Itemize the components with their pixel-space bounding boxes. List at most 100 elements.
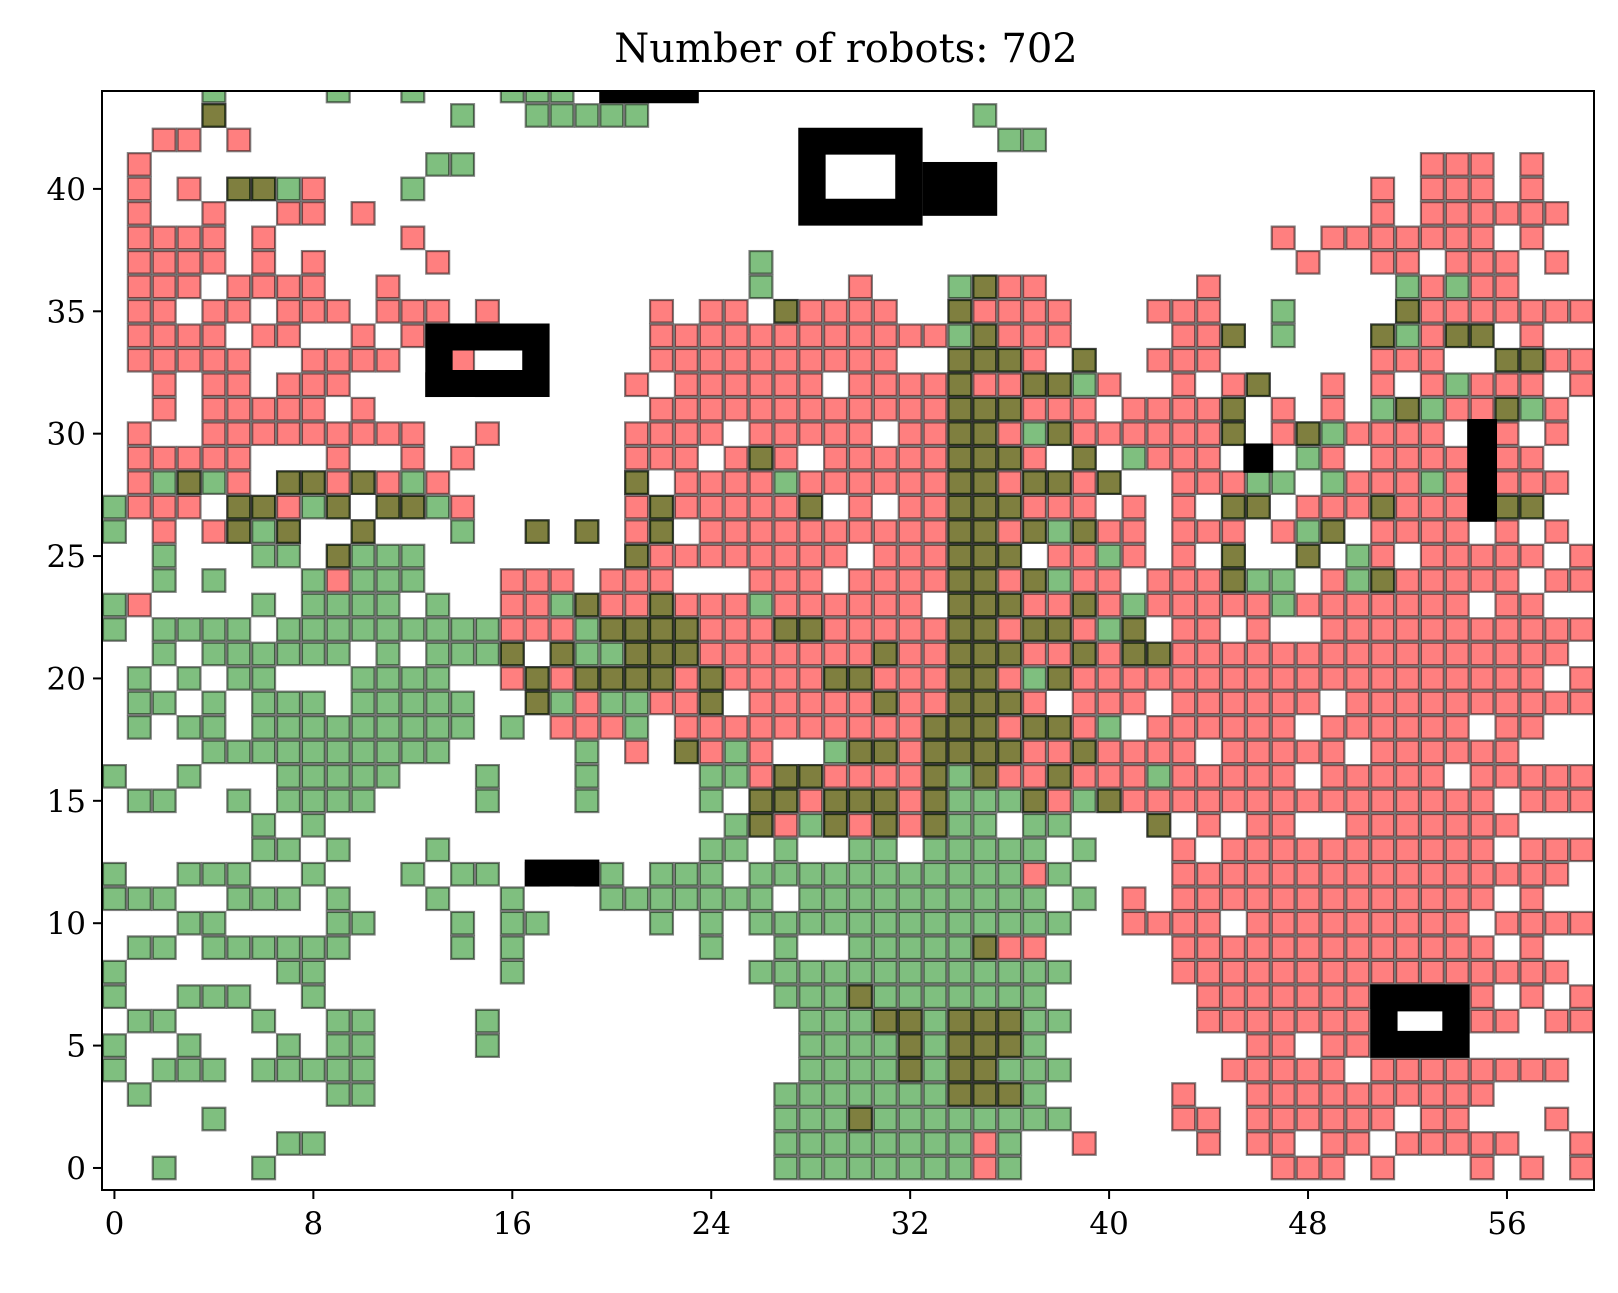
green-robot-cell [922, 715, 948, 740]
green-robot-cell [872, 910, 898, 936]
green-robot-cell [847, 837, 873, 863]
green-robot-cell [201, 715, 227, 740]
green-robot-cell [1220, 323, 1246, 349]
red-robot-cell [997, 519, 1023, 544]
red-robot-cell [1345, 494, 1371, 520]
green-robot-cell [1046, 617, 1072, 642]
red-robot-cell [1519, 1155, 1545, 1181]
red-robot-cell [897, 592, 923, 618]
green-robot-cell [823, 1082, 849, 1107]
green-robot-cell [325, 788, 351, 814]
red-robot-cell [1345, 837, 1371, 863]
red-robot-cell [1320, 984, 1346, 1010]
green-robot-cell [226, 176, 252, 202]
red-robot-cell [1444, 225, 1470, 251]
green-robot-cell [176, 715, 202, 740]
green-robot-cell [723, 837, 749, 863]
green-robot-cell [151, 543, 177, 569]
green-robot-cell [847, 984, 873, 1010]
red-robot-cell [151, 396, 177, 422]
red-robot-cell [151, 249, 177, 275]
red-robot-cell [1171, 543, 1197, 569]
red-robot-cell [972, 1155, 998, 1181]
red-robot-cell [1245, 739, 1271, 765]
red-robot-cell [624, 445, 650, 471]
red-robot-cell [648, 396, 675, 422]
red-robot-cell [872, 347, 898, 373]
green-robot-cell [425, 617, 451, 642]
red-robot-cell [1146, 445, 1172, 471]
green-robot-cell [1494, 396, 1520, 422]
green-robot-cell [673, 886, 699, 912]
red-robot-cell [1370, 617, 1396, 642]
green-robot-cell [823, 666, 849, 691]
red-robot-cell [1171, 666, 1197, 691]
red-robot-cell [1544, 690, 1570, 716]
green-robot-cell [1444, 372, 1470, 398]
red-robot-cell [1295, 739, 1321, 765]
red-robot-cell [1295, 1155, 1321, 1181]
red-robot-cell [1171, 298, 1197, 324]
green-robot-cell [126, 788, 152, 814]
red-robot-cell [300, 249, 326, 275]
green-robot-cell [201, 935, 227, 961]
red-robot-cell [1171, 421, 1197, 447]
red-robot-cell [1444, 298, 1470, 324]
red-robot-cell [1370, 1082, 1396, 1107]
red-robot-cell [325, 421, 351, 447]
red-robot-cell [1519, 176, 1545, 202]
red-robot-cell [126, 445, 152, 471]
red-robot-cell [1270, 1131, 1296, 1156]
red-robot-cell [1394, 225, 1421, 251]
green-robot-cell [499, 886, 525, 912]
green-robot-cell [574, 617, 600, 642]
red-robot-cell [151, 274, 177, 300]
green-robot-cell [524, 690, 550, 716]
green-robot-cell [1021, 959, 1048, 985]
red-robot-cell [798, 641, 824, 667]
green-robot-cell [251, 739, 277, 765]
red-robot-cell [1494, 519, 1520, 544]
red-robot-cell [1519, 910, 1545, 936]
red-robot-cell [872, 323, 898, 349]
red-robot-cell [1196, 445, 1222, 471]
green-robot-cell [773, 837, 799, 863]
red-robot-cell [1544, 519, 1570, 544]
green-robot-cell [1021, 421, 1048, 447]
red-robot-cell [126, 152, 152, 177]
green-robot-cell [400, 91, 426, 104]
red-robot-cell [126, 274, 152, 300]
red-robot-cell [1245, 690, 1271, 716]
red-robot-cell [748, 347, 774, 373]
red-robot-cell [997, 617, 1023, 642]
red-robot-cell [1370, 861, 1396, 887]
green-robot-cell [997, 445, 1023, 471]
red-robot-cell [126, 225, 152, 251]
green-robot-cell [1494, 494, 1520, 520]
green-robot-cell [1096, 470, 1122, 495]
red-robot-cell [1146, 592, 1172, 618]
red-robot-cell [1320, 1008, 1346, 1034]
red-robot-cell [1295, 861, 1321, 887]
green-robot-cell [698, 837, 724, 863]
red-robot-cell [1519, 372, 1545, 398]
red-robot-cell [201, 201, 227, 226]
red-robot-cell [798, 519, 824, 544]
green-robot-cell [275, 519, 302, 544]
green-robot-cell [773, 959, 799, 985]
red-robot-cell [872, 763, 898, 789]
red-robot-cell [1394, 886, 1421, 912]
red-robot-cell [1519, 225, 1545, 251]
green-robot-cell [798, 984, 824, 1010]
red-robot-cell [1419, 763, 1445, 789]
green-robot-cell [1046, 519, 1072, 544]
red-robot-cell [1121, 788, 1147, 814]
green-robot-cell [275, 739, 302, 765]
green-robot-cell [325, 592, 351, 618]
red-robot-cell [1245, 1057, 1271, 1083]
red-robot-cell [1444, 812, 1470, 838]
red-robot-cell [922, 445, 948, 471]
green-robot-cell [947, 1057, 973, 1083]
red-robot-cell [1419, 935, 1445, 961]
